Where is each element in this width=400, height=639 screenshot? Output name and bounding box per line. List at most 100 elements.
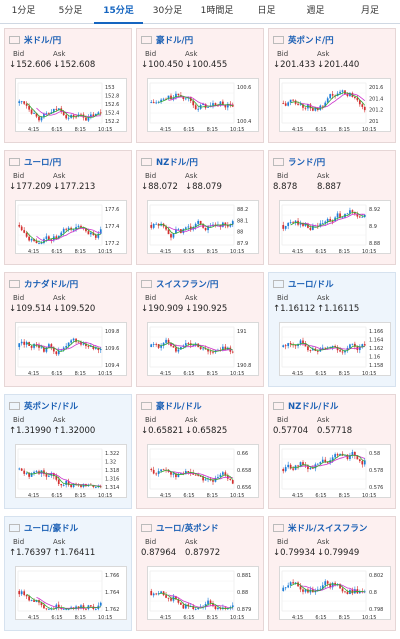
candle-body [162, 469, 165, 471]
candle-body [170, 471, 172, 475]
currency-pair-name[interactable]: ランド/円 [288, 158, 326, 168]
candle-body [292, 99, 294, 101]
candle-body [165, 226, 167, 230]
rate-card[interactable]: 米ドル/円 Bid Ask ↓152.606 ↓152.608 153 152.8 152.6… [4, 28, 132, 143]
currency-pair-name[interactable]: スイスフラン/円 [156, 280, 219, 290]
tab-5[interactable]: 日足 [257, 6, 276, 16]
price-chart[interactable]: 0.66 0.658 0.656 4:15 6:15 8:15 10:15 [147, 444, 259, 499]
currency-pair-name[interactable]: ユーロ/円 [24, 158, 62, 168]
candle-body [72, 229, 75, 231]
currency-pair-name[interactable]: 英ポンド/ドル [24, 402, 79, 412]
price-chart[interactable]: 1.322 1.32 1.318 1.316 1.314 4:15 6:15 8:15 10:1… [15, 444, 127, 499]
candle-body [334, 345, 336, 348]
currency-pair-name[interactable]: NZドル/ドル [288, 402, 339, 412]
x-tick-label: 10:15 [362, 249, 376, 255]
candle-body [150, 469, 153, 470]
rate-card[interactable]: 豪ドル/ドル Bid Ask ↓0.65821 ↓0.65825 0.66 0.658 0.6… [136, 394, 264, 509]
tab-6[interactable]: 週足 [306, 6, 325, 16]
candle-body [67, 117, 70, 119]
x-tick-label: 6:15 [51, 127, 62, 133]
price-chart[interactable]: 1.766 1.764 1.762 4:15 6:15 8:15 10:15 [15, 566, 127, 621]
candle-body [30, 109, 33, 114]
card-header: NZドル/ドル [273, 400, 338, 412]
candle-body [292, 468, 294, 470]
currency-pair-name[interactable]: カナダドル/円 [24, 280, 79, 290]
x-tick-label: 4:15 [160, 127, 171, 133]
rate-card[interactable]: 英ポンド/ドル Bid Ask ↑1.31990 ↑1.32000 1.322 1.32 1.… [4, 394, 132, 509]
tab-3[interactable]: 30分足 [152, 6, 183, 16]
candle-body [287, 222, 290, 226]
rate-card[interactable]: ユーロ/ドル Bid Ask ↑1.16112 ↑1.16115 1.166 1.164 1.… [268, 272, 396, 387]
price-chart[interactable]: 191 190.8 4:15 6:15 8:15 10:15 [147, 322, 259, 377]
candle-body [155, 344, 158, 345]
price-chart[interactable]: 0.881 0.88 0.879 4:15 6:15 8:15 10:15 [147, 566, 259, 621]
price-chart[interactable]: 0.58 0.578 0.576 4:15 6:15 8:15 10:15 [279, 444, 391, 499]
price-chart[interactable]: 8.92 8.9 8.88 4:15 6:15 8:15 10:15 [279, 200, 391, 255]
card-header: 英ポンド/ドル [9, 400, 78, 412]
rate-card[interactable]: ランド/円 Bid Ask 8.878 8.887 8.92 8.9 8.88 4:15 6:15… [268, 150, 396, 265]
candle-body [52, 473, 55, 477]
rate-card[interactable]: カナダドル/円 Bid Ask ↓109.514 ↓109.520 109.8 109.6 1… [4, 272, 132, 387]
candle-body [182, 604, 185, 609]
rate-card[interactable]: NZドル/ドル Bid Ask 0.57704 0.57718 0.58 0.578 0.57… [268, 394, 396, 509]
bid-value: 0.57704 [273, 426, 309, 436]
price-chart[interactable]: 201.6 201.4 201.2 201 4:15 6:15 8:15 10:15 [279, 78, 391, 133]
candle-body [160, 345, 162, 348]
candle-body [30, 473, 33, 477]
tab-1[interactable]: 5分足 [58, 6, 83, 16]
currency-pair-name[interactable]: NZドル/円 [156, 158, 198, 168]
card-header: ユーロ/円 [9, 156, 61, 168]
candle-body [304, 464, 307, 466]
candle-body [180, 602, 182, 605]
price-chart[interactable]: 88.2 88.1 88 87.9 4:15 6:15 8:15 10:15 [147, 200, 259, 255]
rate-card[interactable]: 豪ドル/円 Bid Ask ↓100.450 ↓100.455 100.6 100.4 4:1… [136, 28, 264, 143]
candle-body [172, 473, 175, 475]
candle-body [331, 94, 334, 96]
currency-pair-name[interactable]: ユーロ/英ポンド [156, 524, 219, 534]
card-header: 豪ドル/円 [141, 34, 193, 46]
rate-card[interactable]: ユーロ/豪ドル Bid Ask ↑1.76397 ↑1.76411 1.766 1.764 1… [4, 516, 132, 631]
rate-card[interactable]: 英ポンド/円 Bid Ask ↓201.433 ↓201.440 201.6 201.4 20… [268, 28, 396, 143]
candle-body [324, 102, 327, 107]
ask-value: ↓152.608 [53, 60, 96, 70]
rate-card[interactable]: ユーロ/英ポンド Bid Ask 0.87964 0.87972 0.881 0.88 0.8… [136, 516, 264, 631]
ask-label: Ask [185, 416, 198, 424]
price-chart[interactable]: 1.166 1.164 1.162 1.16 1.158 4:15 6:15 8:15 10:1… [279, 322, 391, 377]
price-chart[interactable]: 177.6 177.4 177.2 4:15 6:15 8:15 10:15 [15, 200, 127, 255]
rate-card[interactable]: NZドル/円 Bid Ask ↓88.072 ↓88.079 88.2 88.1 88 87.9… [136, 150, 264, 265]
rate-card[interactable]: スイスフラン/円 Bid Ask ↓190.909 ↓190.925 191 190.8 4:… [136, 272, 264, 387]
candle-body [294, 465, 297, 470]
candle-body [304, 107, 307, 109]
currency-pair-name[interactable]: 米ドル/スイスフラン [288, 524, 368, 534]
price-chart[interactable]: 153 152.8 152.6 152.4 152.2 4:15 6:15 8:15 10:15 [15, 78, 127, 133]
ask-value: ↓0.79949 [317, 548, 360, 558]
x-tick-label: 4:15 [28, 249, 39, 255]
candle-body [180, 473, 182, 474]
candle-body [155, 473, 158, 475]
currency-pair-name[interactable]: 豪ドル/ドル [156, 402, 202, 412]
tab-4[interactable]: 1時間足 [200, 6, 234, 16]
rate-card[interactable]: ユーロ/円 Bid Ask ↓177.209 ↓177.213 177.6 177.4 177… [4, 150, 132, 265]
currency-pair-name[interactable]: ユーロ/豪ドル [24, 524, 79, 534]
candle-body [307, 465, 309, 470]
currency-pair-name[interactable]: 豪ドル/円 [156, 36, 194, 46]
tab-2[interactable]: 15分足 [94, 0, 143, 24]
currency-pair-name[interactable]: 英ポンド/円 [288, 36, 334, 46]
currency-pair-name[interactable]: ユーロ/ドル [288, 280, 334, 290]
candle-body [309, 227, 312, 230]
candle-body [282, 345, 285, 347]
price-chart[interactable]: 0.802 0.8 0.798 4:15 6:15 8:15 10:15 [279, 566, 391, 621]
tab-7[interactable]: 月足 [360, 6, 379, 16]
y-tick-label: 1.322 [105, 451, 119, 457]
currency-flag-icon [9, 158, 20, 166]
currency-pair-name[interactable]: 米ドル/円 [24, 36, 62, 46]
candle-body [229, 224, 232, 227]
candle-body [87, 231, 90, 235]
price-chart[interactable]: 109.8 109.6 109.4 4:15 6:15 8:15 10:15 [15, 322, 127, 377]
candle-body [160, 591, 162, 594]
candle-body [321, 223, 324, 224]
candle-body [18, 591, 21, 595]
tab-0[interactable]: 1分足 [11, 6, 36, 16]
rate-card[interactable]: 米ドル/スイスフラン Bid Ask ↓0.79934 ↓0.79949 0.802 0.8… [268, 516, 396, 631]
price-chart[interactable]: 100.6 100.4 4:15 6:15 8:15 10:15 [147, 78, 259, 133]
